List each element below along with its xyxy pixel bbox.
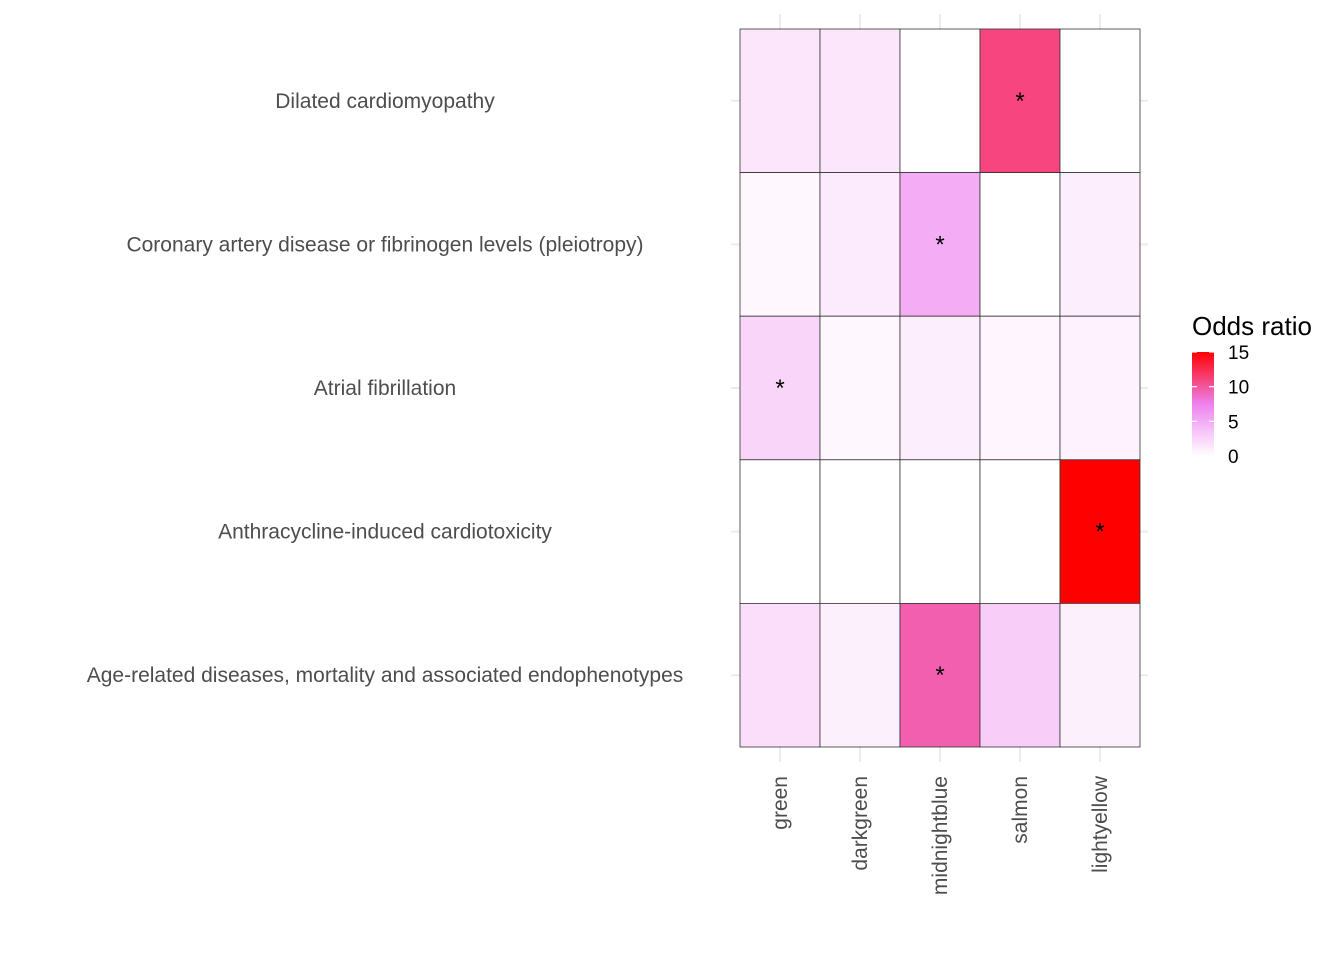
x-label-midnightblue: midnightblue [929,776,952,895]
legend-tick-label-2: 10 [1228,378,1249,399]
legend: Odds ratio 0 5 10 15 [1192,311,1312,468]
x-label-salmon: salmon [1009,776,1032,844]
legend-tick-label-1: 5 [1228,412,1239,433]
significance-star-0-salmon: * [1015,88,1024,115]
x-label-darkgreen: darkgreen [849,776,872,871]
legend-tick-label-0: 0 [1228,447,1239,468]
cell-2-salmon [979,315,1061,461]
cell-4-midnightblue [899,603,981,748]
heatmap-cells [739,28,1141,748]
x-axis-labels: green darkgreen midnightblue salmon lightyel… [769,775,1112,895]
cell-1-darkgreen [819,172,901,317]
y-axis-labels: Dilated cardiomyopathy Coronary artery di… [87,90,684,687]
cell-4-green [739,603,821,748]
significance-star-1-midnightblue: * [935,231,944,258]
cell-1-midnightblue [899,172,981,317]
cell-0-salmon [979,28,1061,174]
cell-4-salmon [979,603,1061,748]
legend-colorbar [1192,352,1214,456]
cell-4-darkgreen [819,603,901,748]
cell-2-darkgreen [819,315,901,461]
y-label-4: Age-related diseases, mortality and asso… [87,664,684,687]
significance-star-4-midnightblue: * [935,662,944,689]
significance-star-3-lightyellow: * [1095,519,1104,546]
legend-tick-label-3: 15 [1228,343,1249,364]
cell-2-lightyellow [1059,315,1141,461]
y-label-0: Dilated cardiomyopathy [275,90,495,113]
cell-0-lightyellow [1059,28,1141,174]
cell-1-salmon [979,172,1061,317]
y-label-3: Anthracycline-induced cardiotoxicity [218,521,552,544]
cell-0-darkgreen [819,28,901,174]
cell-3-salmon [979,459,1061,604]
cell-3-green [739,459,821,604]
cell-2-midnightblue [899,315,981,461]
cell-3-lightyellow [1059,459,1141,604]
cell-3-darkgreen [819,459,901,604]
x-label-green: green [769,776,792,830]
y-label-1: Coronary artery disease or fibrinogen le… [126,233,643,256]
cell-3-midnightblue [899,459,981,604]
legend-ticks: 0 5 10 15 [1192,343,1249,468]
significance-star-2-green: * [775,375,784,402]
x-label-lightyellow: lightyellow [1089,775,1112,873]
cell-1-lightyellow [1059,172,1141,317]
cell-4-lightyellow [1059,603,1141,748]
significance-markers: * * * * * [775,88,1104,689]
cell-0-midnightblue [899,28,981,174]
cell-1-green [739,172,821,317]
cell-0-green [739,28,821,174]
legend-title: Odds ratio [1192,311,1312,341]
y-label-2: Atrial fibrillation [314,377,456,400]
